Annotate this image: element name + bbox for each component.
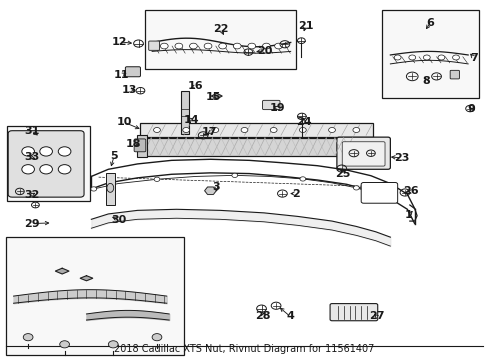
Text: 1: 1 [404, 210, 412, 220]
FancyBboxPatch shape [148, 41, 159, 50]
Circle shape [299, 177, 305, 181]
Text: 11: 11 [113, 70, 128, 80]
FancyBboxPatch shape [262, 100, 280, 110]
Circle shape [60, 341, 69, 348]
Circle shape [270, 127, 277, 132]
Circle shape [274, 43, 282, 49]
Circle shape [154, 177, 160, 181]
Circle shape [40, 165, 52, 174]
Text: 8: 8 [422, 76, 429, 86]
Bar [140, 123, 372, 137]
Circle shape [152, 334, 162, 341]
Circle shape [22, 147, 34, 156]
FancyBboxPatch shape [336, 137, 389, 169]
Text: 17: 17 [202, 127, 217, 138]
Circle shape [91, 187, 97, 191]
Circle shape [231, 173, 237, 177]
Polygon shape [211, 93, 222, 99]
Circle shape [353, 186, 359, 190]
Text: 16: 16 [188, 81, 203, 91]
Text: 2: 2 [291, 189, 299, 199]
Text: 33: 33 [24, 153, 39, 162]
Text: 4: 4 [285, 311, 294, 321]
Circle shape [393, 55, 400, 60]
Circle shape [262, 43, 270, 49]
Text: 15: 15 [205, 92, 220, 102]
Text: 5: 5 [110, 151, 118, 161]
Text: 23: 23 [393, 153, 409, 163]
Circle shape [452, 55, 458, 60]
Bar [181, 91, 189, 134]
Text: 12: 12 [111, 37, 126, 47]
Circle shape [23, 334, 33, 341]
FancyBboxPatch shape [449, 70, 458, 79]
Circle shape [423, 55, 429, 60]
Polygon shape [204, 187, 216, 194]
Circle shape [218, 43, 226, 49]
Text: 22: 22 [213, 24, 228, 34]
Text: 14: 14 [184, 115, 200, 125]
Circle shape [437, 55, 444, 60]
Circle shape [22, 165, 34, 174]
Text: 25: 25 [334, 168, 350, 179]
Circle shape [58, 147, 71, 156]
Text: 32: 32 [24, 190, 39, 200]
Text: 24: 24 [295, 117, 311, 127]
FancyBboxPatch shape [329, 303, 377, 321]
Text: 31: 31 [24, 126, 39, 136]
Text: 18: 18 [125, 139, 141, 149]
Text: 27: 27 [368, 311, 384, 321]
Circle shape [108, 341, 118, 348]
Circle shape [241, 127, 247, 132]
Bar [144, 10, 295, 69]
Bar [136, 135, 147, 157]
Text: 9: 9 [466, 104, 474, 114]
FancyBboxPatch shape [125, 67, 140, 77]
Text: 19: 19 [269, 103, 285, 113]
Circle shape [352, 127, 359, 132]
Text: 10: 10 [116, 117, 131, 127]
Text: 26: 26 [402, 186, 418, 197]
Circle shape [211, 127, 218, 132]
Polygon shape [55, 268, 69, 274]
Circle shape [233, 43, 241, 49]
Bar [7, 126, 90, 202]
Text: 6: 6 [426, 18, 433, 28]
Circle shape [58, 165, 71, 174]
Circle shape [203, 43, 211, 49]
Circle shape [408, 55, 415, 60]
Circle shape [247, 43, 255, 49]
Text: 30: 30 [111, 215, 126, 225]
Text: 2018 Cadillac XTS Nut, Rivnut Diagram for 11561407: 2018 Cadillac XTS Nut, Rivnut Diagram fo… [114, 343, 374, 354]
Circle shape [175, 43, 183, 49]
Circle shape [189, 43, 197, 49]
FancyBboxPatch shape [8, 131, 84, 197]
Circle shape [40, 147, 52, 156]
Text: 7: 7 [469, 53, 477, 63]
Circle shape [328, 127, 335, 132]
FancyBboxPatch shape [134, 139, 145, 152]
Text: 13: 13 [122, 85, 137, 95]
FancyBboxPatch shape [342, 142, 384, 166]
Text: 28: 28 [255, 311, 270, 321]
Circle shape [299, 127, 305, 132]
Bar [106, 173, 115, 205]
Text: 21: 21 [297, 21, 313, 31]
Text: 3: 3 [212, 182, 220, 192]
Bar [140, 138, 351, 156]
Bar [381, 10, 478, 98]
Circle shape [160, 43, 168, 49]
Bar [6, 237, 183, 355]
Circle shape [153, 127, 160, 132]
Polygon shape [80, 276, 93, 281]
Ellipse shape [107, 183, 114, 192]
Circle shape [183, 127, 189, 132]
Text: 29: 29 [24, 219, 39, 229]
Text: 20: 20 [257, 46, 272, 56]
FancyBboxPatch shape [361, 183, 397, 203]
